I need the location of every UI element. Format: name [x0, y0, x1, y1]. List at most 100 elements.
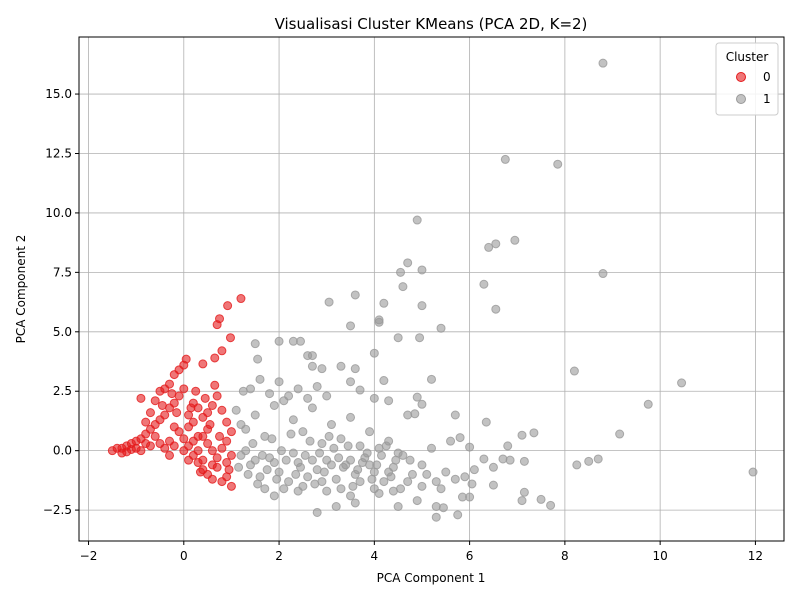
data-point-cluster-1	[417, 460, 427, 470]
data-point-cluster-1	[350, 290, 360, 300]
data-point-cluster-1	[391, 455, 401, 465]
data-point-cluster-1	[307, 403, 317, 413]
data-point-cluster-1	[422, 469, 432, 479]
data-point-cluster-0	[236, 294, 246, 304]
data-point-cluster-1	[305, 436, 315, 446]
data-point-cluster-1	[317, 439, 327, 449]
data-point-cluster-1	[503, 441, 513, 451]
data-point-cluster-1	[410, 409, 420, 419]
data-point-cluster-1	[427, 443, 436, 453]
legend-marker-0	[736, 72, 746, 82]
data-point-cluster-1	[374, 488, 384, 498]
data-point-cluster-1	[346, 455, 356, 465]
data-point-cluster-1	[234, 462, 244, 472]
data-point-cluster-0	[193, 446, 203, 456]
legend-title: Cluster	[726, 50, 769, 64]
data-point-cluster-0	[198, 431, 208, 441]
data-point-cluster-1	[236, 420, 246, 430]
data-point-cluster-1	[453, 510, 463, 520]
data-point-cluster-1	[460, 472, 470, 482]
data-point-cluster-0	[215, 314, 225, 324]
data-point-cluster-1	[643, 399, 653, 409]
data-point-cluster-1	[500, 154, 510, 164]
data-point-cluster-1	[412, 392, 422, 402]
data-point-cluster-1	[396, 267, 406, 277]
data-point-cluster-1	[329, 443, 339, 453]
data-point-cluster-1	[284, 391, 294, 401]
data-point-cluster-1	[491, 239, 501, 249]
data-point-cluster-1	[336, 361, 346, 371]
data-point-cluster-1	[450, 474, 460, 484]
data-point-cluster-0	[179, 446, 189, 456]
data-point-cluster-0	[195, 467, 205, 477]
data-point-cluster-1	[281, 455, 291, 465]
data-point-cluster-1	[257, 450, 267, 460]
data-point-cluster-1	[324, 431, 334, 441]
data-point-cluster-1	[553, 159, 563, 169]
data-point-cluster-1	[403, 477, 413, 487]
data-point-cluster-1	[317, 477, 327, 487]
data-point-cluster-1	[446, 436, 456, 446]
x-tick-label: 12	[748, 549, 763, 563]
data-point-cluster-0	[150, 396, 160, 406]
data-point-cluster-1	[412, 215, 422, 225]
data-point-cluster-0	[136, 446, 146, 456]
data-point-cluster-1	[572, 460, 582, 470]
data-point-cluster-0	[181, 354, 191, 364]
y-tick-label: 10.0	[45, 206, 72, 220]
data-point-cluster-0	[210, 380, 220, 390]
legend-box	[715, 42, 779, 116]
data-point-cluster-1	[312, 381, 322, 391]
data-point-cluster-0	[212, 453, 222, 463]
data-point-cluster-0	[203, 408, 213, 418]
data-point-cluster-1	[519, 487, 529, 497]
data-point-cluster-1	[262, 465, 272, 475]
data-point-cluster-1	[331, 502, 341, 512]
data-point-cluster-1	[296, 462, 305, 472]
data-point-cluster-0	[184, 422, 194, 432]
data-point-cluster-0	[198, 359, 208, 369]
data-point-cluster-1	[241, 446, 251, 456]
data-point-cluster-0	[165, 436, 175, 446]
data-point-cluster-0	[179, 434, 189, 444]
x-tick-label: 2	[275, 549, 283, 563]
data-point-cluster-0	[200, 393, 210, 403]
data-point-cluster-1	[427, 374, 436, 384]
data-point-cluster-1	[417, 301, 427, 311]
data-point-cluster-1	[469, 465, 479, 475]
data-point-cluster-1	[450, 410, 460, 420]
x-axis-ticks: −2 0 2 4 6 8 10 12	[80, 541, 763, 563]
data-point-cluster-1	[376, 450, 386, 460]
data-point-cluster-1	[326, 420, 336, 430]
data-point-cluster-1	[481, 417, 491, 427]
data-point-cluster-1	[403, 258, 413, 268]
data-point-cluster-1	[455, 433, 465, 443]
data-point-cluster-1	[322, 391, 332, 401]
data-point-cluster-0	[160, 410, 170, 420]
data-point-cluster-1	[369, 348, 379, 358]
data-point-cluster-1	[379, 477, 389, 487]
data-point-cluster-1	[288, 448, 298, 458]
x-tick-label: 8	[561, 549, 569, 563]
data-point-cluster-1	[279, 484, 289, 494]
data-point-cluster-1	[343, 441, 353, 451]
data-point-cluster-0	[205, 420, 215, 430]
data-point-cluster-1	[488, 462, 498, 472]
data-point-cluster-1	[407, 469, 417, 479]
data-point-cluster-0	[191, 386, 201, 396]
data-point-cluster-1	[403, 410, 413, 420]
data-point-cluster-1	[307, 351, 317, 361]
data-point-cluster-0	[150, 431, 160, 441]
data-point-cluster-1	[319, 467, 329, 477]
data-point-cluster-1	[417, 265, 427, 275]
data-point-cluster-1	[315, 448, 325, 458]
data-point-cluster-0	[174, 427, 184, 437]
data-point-cluster-0	[217, 405, 227, 415]
data-point-cluster-1	[300, 450, 310, 460]
data-point-cluster-1	[248, 439, 258, 449]
data-point-cluster-1	[484, 242, 494, 252]
data-point-cluster-1	[334, 453, 344, 463]
data-point-cluster-1	[350, 498, 360, 508]
data-point-cluster-1	[412, 496, 422, 506]
